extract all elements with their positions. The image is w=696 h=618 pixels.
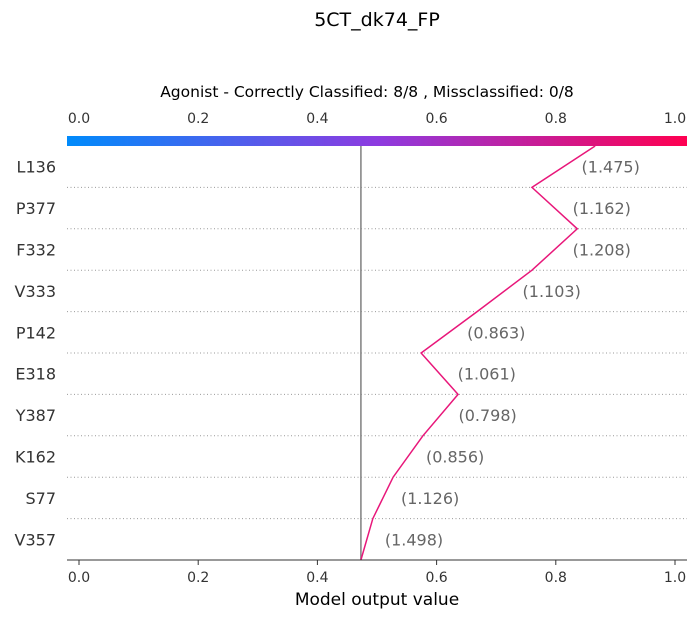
value-annotation: (1.498): [385, 530, 443, 549]
feature-label: S77: [25, 489, 56, 508]
value-annotation: (0.856): [426, 448, 484, 467]
x-tick-label: 0.6: [425, 570, 447, 586]
x-tick-label: 0.4: [306, 570, 328, 586]
value-annotation: (0.863): [467, 323, 525, 342]
colorbar-tick-label: 0.4: [306, 111, 328, 127]
feature-label: K162: [15, 448, 56, 467]
x-tick-label: 1.0: [664, 570, 686, 586]
decision-path-line: [360, 145, 596, 561]
feature-label: P377: [16, 199, 56, 218]
chart-title: Agonist - Correctly Classified: 8/8 , Mi…: [160, 83, 574, 101]
feature-label: Y387: [15, 406, 56, 425]
value-annotations: (1.475) (1.162) (1.208) (1.103) (0.863) (1.06…: [385, 158, 640, 550]
value-annotation: (1.103): [523, 282, 581, 301]
row-gridlines: [67, 186, 687, 520]
feature-label: F332: [16, 241, 56, 260]
feature-label: V357: [15, 530, 56, 549]
colorbar-tick-label: 0.2: [187, 111, 209, 127]
colorbar: [67, 136, 687, 146]
feature-label: E318: [15, 365, 56, 384]
feature-label: P142: [16, 323, 56, 342]
colorbar-tick-label: 0.0: [68, 111, 90, 127]
colorbar-tick-labels: 0.0 0.2 0.4 0.6 0.8 1.0: [68, 111, 686, 127]
feature-labels: L136 P377 F332 V333 P142 E318 Y387 K162 S77 V357: [15, 158, 56, 550]
value-annotation: (1.162): [573, 199, 631, 218]
colorbar-tick-label: 0.8: [545, 111, 567, 127]
x-axis-label: Model output value: [295, 590, 459, 610]
value-annotation: (1.475): [582, 158, 640, 177]
x-tick-label: 0.2: [187, 570, 209, 586]
value-annotation: (0.798): [458, 406, 516, 425]
x-axis-ticks: 0.0 0.2 0.4 0.6 0.8 1.0: [68, 560, 686, 586]
feature-label: L136: [17, 158, 56, 177]
colorbar-tick-label: 1.0: [664, 111, 686, 127]
value-annotation: (1.208): [573, 241, 631, 260]
figure-title: 5CT_dk74_FP: [314, 9, 440, 31]
value-annotation: (1.126): [401, 489, 459, 508]
colorbar-tick-label: 0.6: [425, 111, 447, 127]
x-tick-label: 0.0: [68, 570, 90, 586]
feature-label: V333: [15, 282, 56, 301]
value-annotation: (1.061): [458, 365, 516, 384]
x-tick-label: 0.8: [545, 570, 567, 586]
